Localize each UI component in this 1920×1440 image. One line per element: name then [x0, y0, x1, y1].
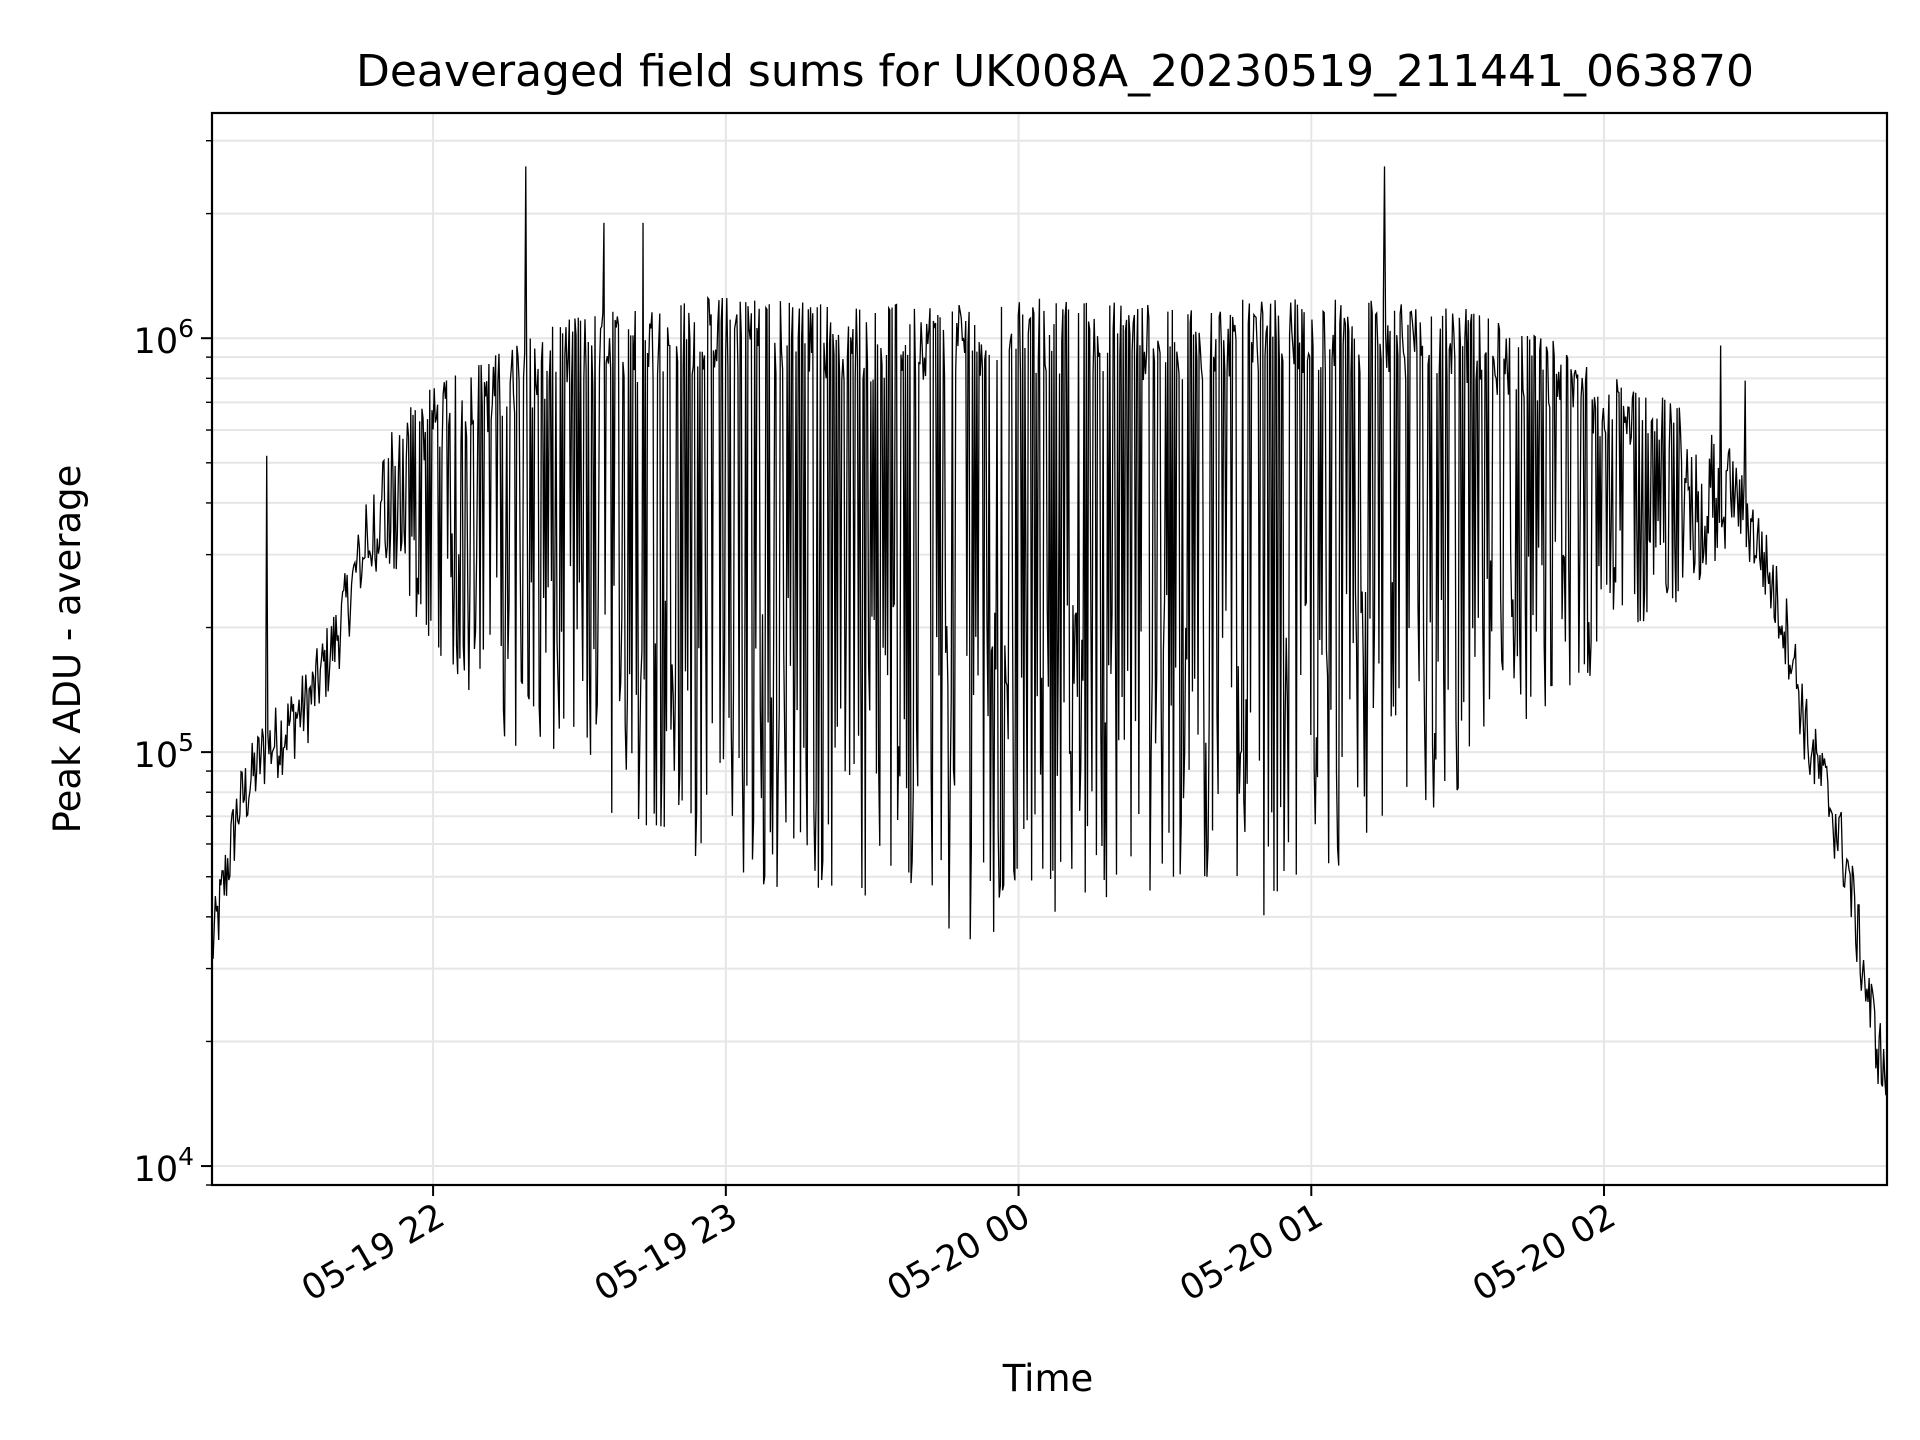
- data-layer: [211, 166, 1888, 1096]
- y-tick-label: 106: [134, 314, 194, 362]
- y-tick-base: 10: [134, 1150, 179, 1190]
- y-tick-base: 10: [134, 736, 179, 776]
- y-tick-label: 105: [134, 728, 194, 776]
- y-tick-exponent: 6: [178, 314, 194, 343]
- y-tick-label: 104: [134, 1142, 194, 1190]
- series-line: [211, 166, 1888, 1096]
- y-tick-exponent: 5: [178, 728, 194, 757]
- chart-title: Deaveraged field sums for UK008A_2023051…: [356, 46, 1754, 97]
- y-axis-label: Peak ADU - average: [46, 465, 89, 834]
- y-tick-base: 10: [134, 322, 179, 362]
- plot-frame: [210, 111, 1889, 1187]
- x-axis-label: Time: [1002, 1357, 1094, 1400]
- y-tick-exponent: 4: [178, 1142, 194, 1171]
